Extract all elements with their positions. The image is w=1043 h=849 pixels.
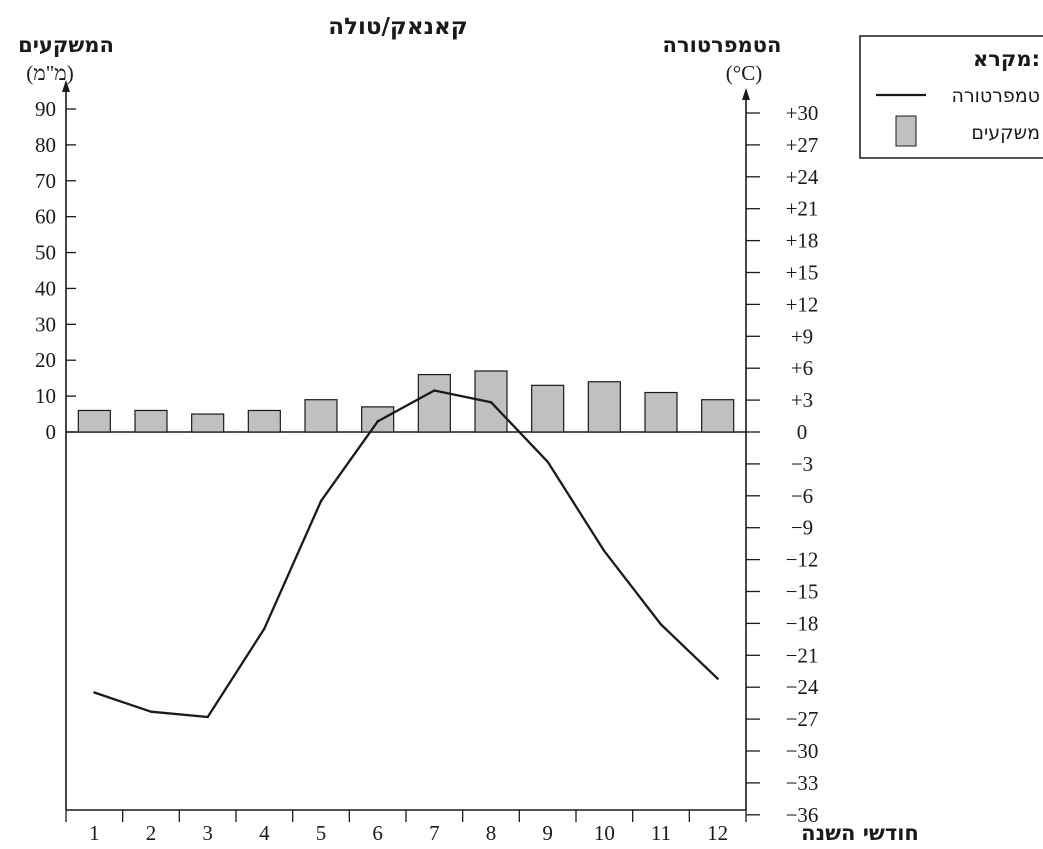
precipitation-bar — [701, 399, 735, 433]
right-tick-label: +30 — [786, 101, 819, 125]
right-tick-label: −21 — [786, 643, 819, 667]
legend-title: מקרא: — [973, 47, 1040, 71]
legend-bar-swatch — [895, 115, 917, 147]
temperature-point — [206, 715, 209, 719]
precipitation-bar — [191, 413, 225, 433]
x-tick-label: 5 — [316, 821, 327, 845]
right-tick-label: −30 — [786, 739, 819, 763]
right-tick-label: −15 — [786, 580, 819, 604]
left-axis-ticks: 0 10 20 30 40 50 60 70 80 90 — [35, 97, 76, 444]
x-tick-label: 2 — [146, 821, 157, 845]
right-axis-unit: (°C) — [726, 61, 762, 85]
x-tick-label: 11 — [651, 821, 671, 845]
right-tick-label: +9 — [791, 324, 813, 348]
legend: מקרא: טמפרטורה משקעים — [859, 35, 1043, 159]
precipitation-bar — [304, 399, 338, 433]
temperature-point — [659, 623, 663, 626]
left-axis-label: המשקעים — [18, 33, 114, 57]
right-tick-label: −12 — [786, 548, 819, 572]
right-tick-label: −9 — [791, 516, 813, 540]
right-tick-label: −27 — [786, 707, 819, 731]
left-tick-label: 70 — [35, 169, 56, 193]
x-axis-label: חודשי השנה — [801, 821, 919, 845]
right-axis-label: הטמפרטורה — [663, 33, 782, 57]
left-tick-label: 10 — [35, 384, 56, 408]
chart-axes — [62, 80, 750, 811]
temperature-point — [93, 691, 96, 694]
temperature-line — [93, 389, 719, 719]
right-tick-label: −36 — [786, 803, 819, 827]
temperature-point — [263, 627, 266, 630]
precipitation-bars — [77, 370, 735, 433]
left-tick-label: 20 — [35, 348, 56, 372]
temperature-point — [489, 401, 493, 404]
precipitation-bar — [77, 409, 111, 433]
right-tick-label: +24 — [786, 165, 819, 189]
right-tick-label: +27 — [786, 133, 819, 157]
chart-title: קאנאק/טולה — [328, 14, 467, 40]
temperature-point — [149, 710, 153, 713]
x-tick-label: 7 — [429, 821, 440, 845]
left-tick-label: 60 — [35, 205, 56, 229]
temperature-point — [376, 420, 379, 423]
temperature-point — [319, 499, 323, 503]
right-tick-label: +3 — [791, 388, 813, 412]
precipitation-bar — [644, 391, 678, 433]
legend-item-precipitation: משקעים — [971, 122, 1040, 144]
temperature-point — [716, 677, 719, 680]
right-tick-label: −6 — [791, 484, 813, 508]
precipitation-bar — [134, 409, 168, 433]
left-tick-label: 30 — [35, 312, 56, 336]
right-tick-label: −24 — [786, 675, 819, 699]
x-tick-label: 6 — [372, 821, 383, 845]
precipitation-bar — [531, 384, 565, 433]
x-tick-label: 10 — [594, 821, 615, 845]
right-tick-label: +21 — [786, 197, 819, 221]
left-tick-label: 0 — [46, 420, 57, 444]
x-tick-label: 1 — [89, 821, 100, 845]
precipitation-bar — [587, 381, 621, 433]
left-tick-label: 90 — [35, 97, 56, 121]
right-tick-label: −3 — [791, 452, 813, 476]
right-tick-label: +6 — [791, 356, 813, 380]
legend-frame — [859, 35, 1043, 159]
right-tick-label: −18 — [786, 611, 819, 635]
right-axis-ticks: −36−33−30−27−24−21−18−15−12−9−6−30+3+6+9… — [746, 101, 819, 827]
x-axis-ticks: 1 2 3 4 5 6 7 8 9 10 11 12 — [65, 810, 747, 845]
temperature-point — [433, 389, 436, 392]
x-tick-label: 12 — [707, 821, 728, 845]
precipitation-bar — [361, 406, 395, 433]
right-axis-arrow-icon — [742, 88, 750, 100]
legend-item-temperature: טמפרטורה — [952, 85, 1040, 107]
left-axis-unit: (מ"מ) — [26, 61, 73, 85]
x-tick-label: 8 — [486, 821, 497, 845]
left-tick-label: 50 — [35, 241, 56, 265]
right-tick-label: +12 — [786, 292, 819, 316]
right-tick-label: +15 — [786, 261, 819, 285]
right-tick-label: −33 — [786, 771, 819, 795]
precipitation-bar — [247, 409, 281, 433]
left-axis-arrow-icon — [62, 80, 70, 92]
temperature-point — [603, 549, 606, 553]
temperature-line-group — [93, 389, 719, 719]
left-tick-label: 40 — [35, 276, 56, 300]
right-tick-label: +18 — [786, 229, 819, 253]
left-tick-label: 80 — [35, 133, 56, 157]
temperature-point — [546, 460, 549, 463]
precipitation-bar — [417, 373, 451, 433]
x-tick-label: 3 — [202, 821, 213, 845]
right-tick-label: 0 — [797, 420, 808, 444]
x-tick-label: 4 — [259, 821, 270, 845]
x-tick-label: 9 — [542, 821, 553, 845]
